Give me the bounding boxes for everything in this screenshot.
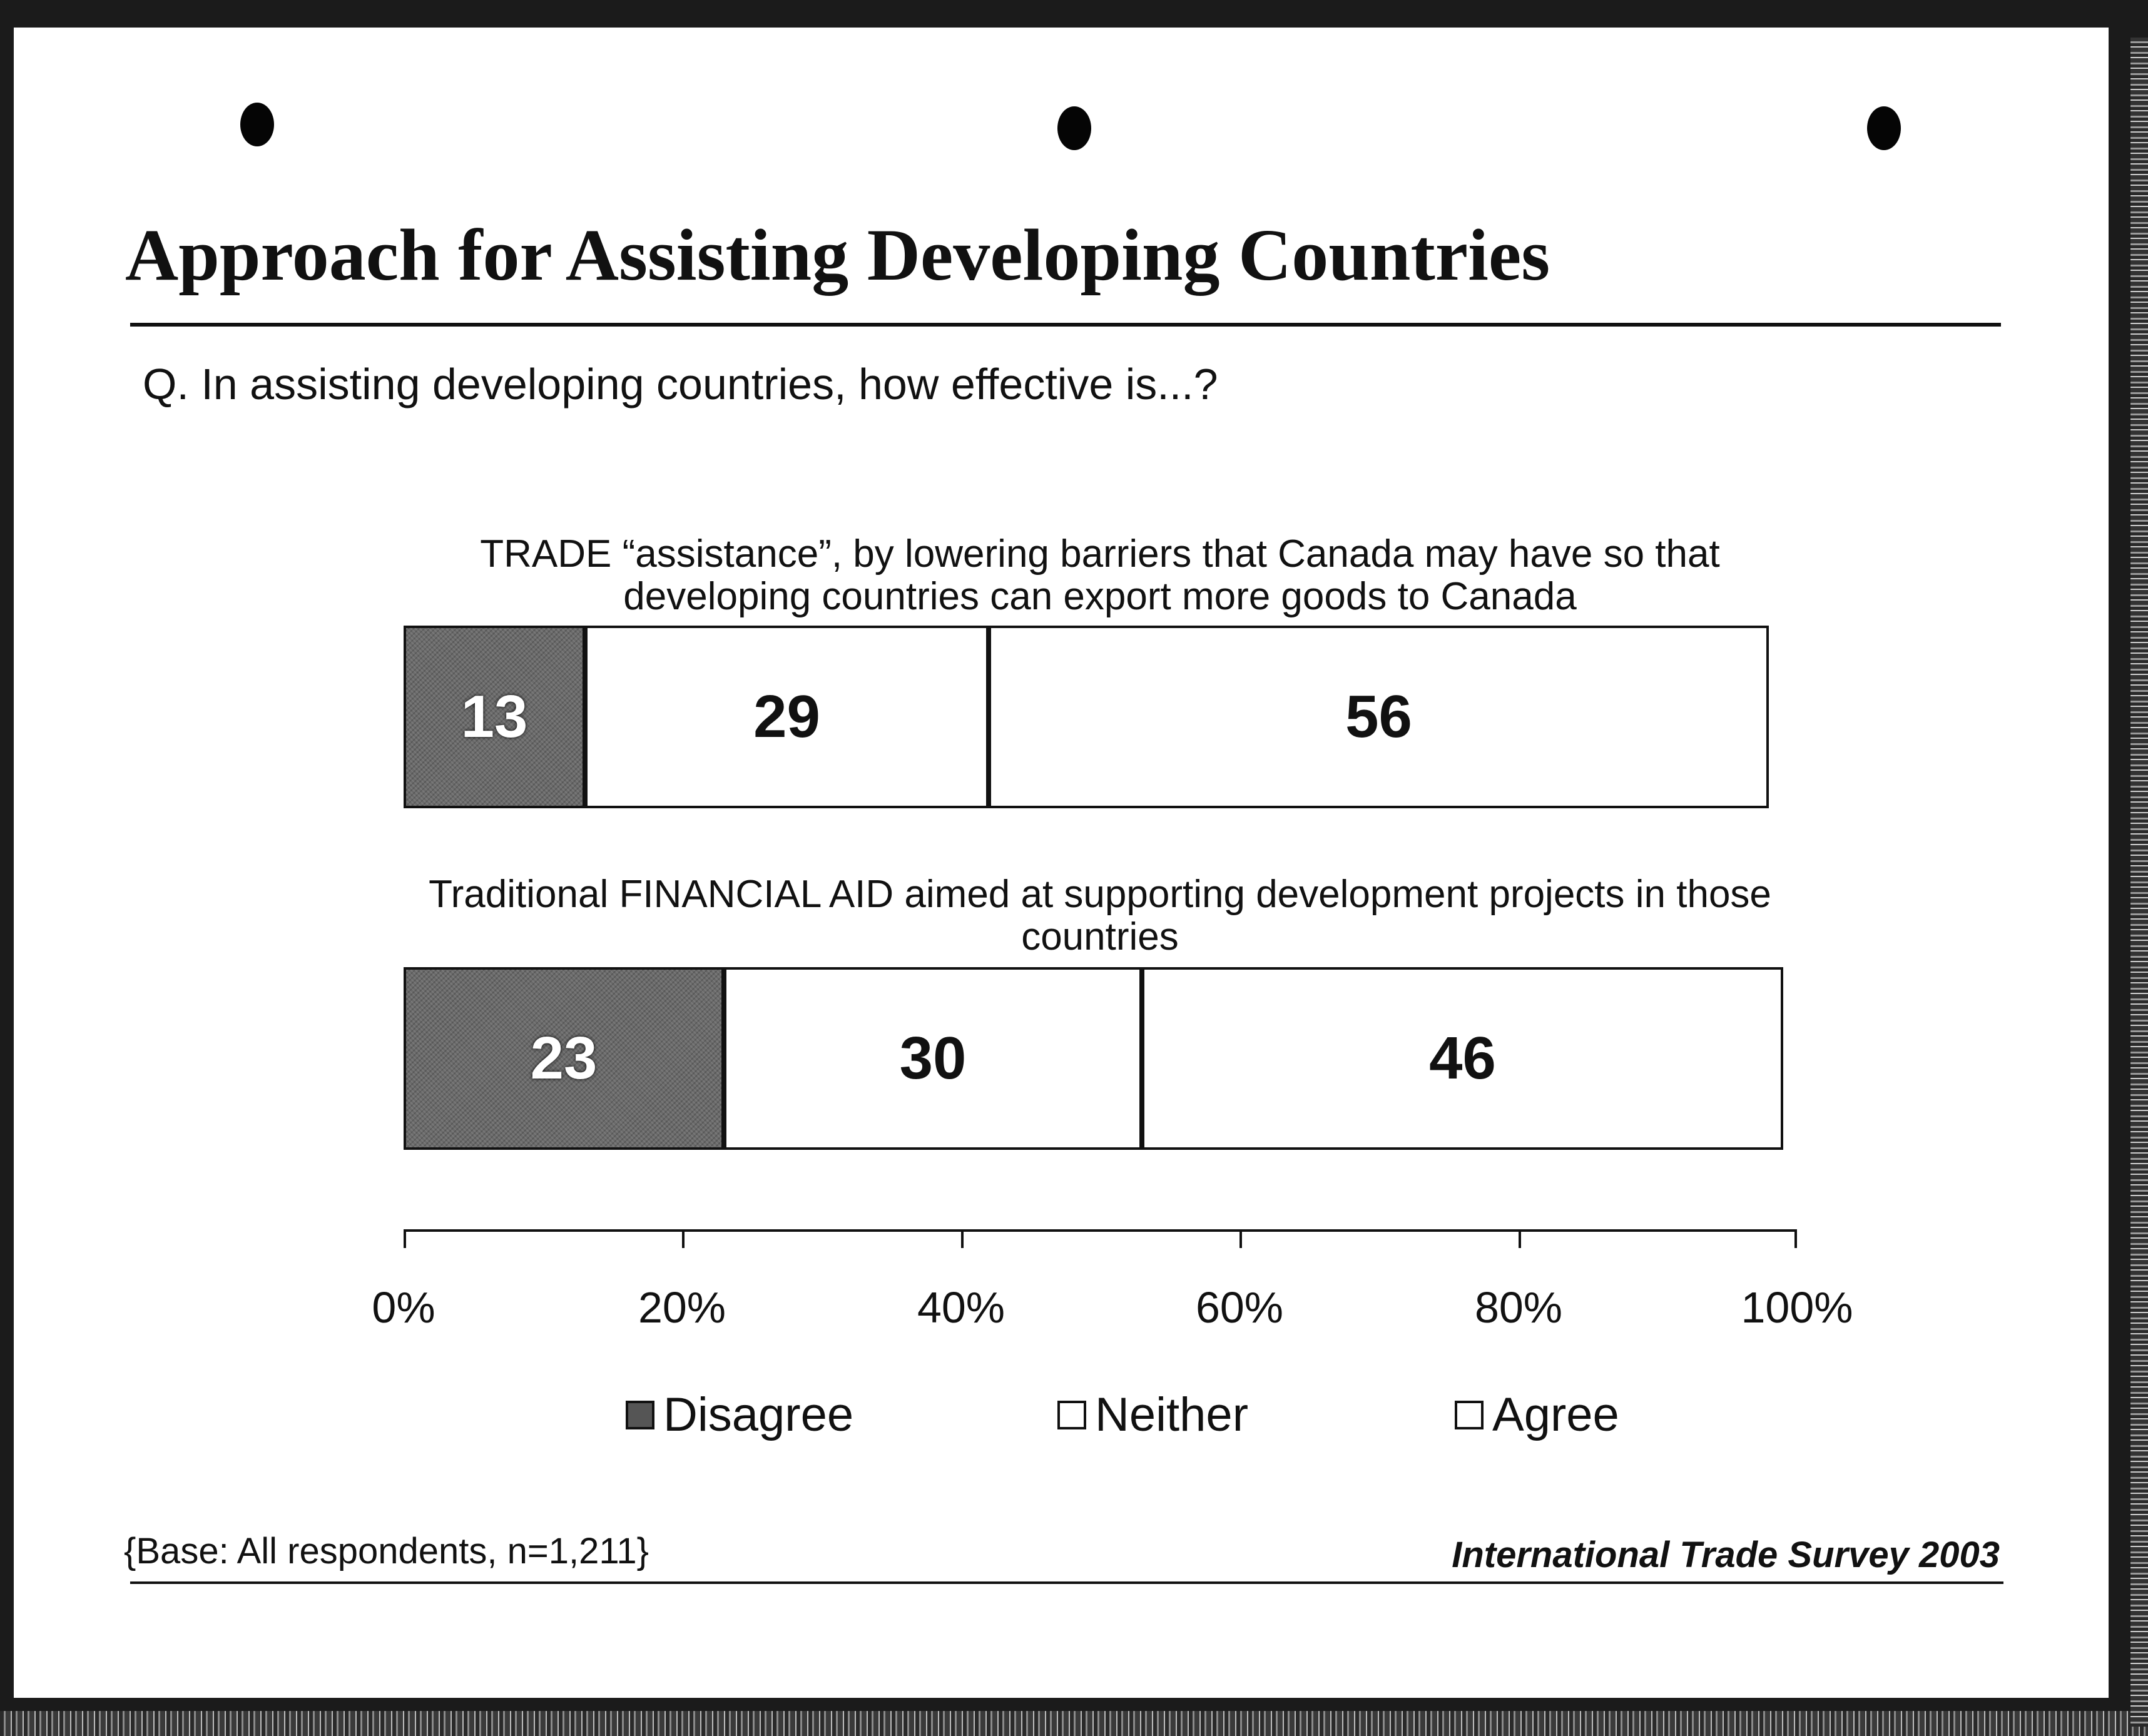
bar-segment-agree: 56 [989,626,1769,808]
x-axis [404,1229,1797,1254]
x-tick-label-60: 60% [1195,1283,1284,1332]
legend-swatch-neither [1057,1400,1086,1429]
statement-trade: TRADE “assistance”, by lowering barriers… [349,533,1851,618]
x-tick-20 [682,1229,685,1248]
bar-segment-disagree: 23 [404,967,724,1150]
x-tick-60 [1239,1229,1243,1248]
legend-swatch-agree [1455,1400,1484,1429]
scan-edge-right [2130,38,2148,1727]
legend-label-disagree: Disagree [663,1388,854,1441]
bar-segment-neither: 29 [585,626,989,808]
x-tick-100 [1794,1229,1797,1248]
x-axis-line [404,1229,1797,1232]
x-tick-label-0: 0% [372,1283,435,1332]
binder-hole-left [240,103,274,146]
legend-label-neither: Neither [1095,1388,1248,1441]
bar-row-trade: 13 29 56 [404,626,1797,808]
x-tick-40 [960,1229,964,1248]
data-label-neither: 29 [753,683,820,750]
bar-segment-disagree: 13 [404,626,585,808]
x-tick-80 [1518,1229,1521,1248]
bar-row-aid: 23 30 46 [404,967,1797,1150]
statement-trade-line-1: TRADE “assistance”, by lowering barriers… [480,532,1720,576]
binder-hole-center [1057,106,1091,150]
x-tick-label-20: 20% [638,1283,726,1332]
scan-edge-bottom [0,1711,2148,1736]
x-tick-label-80: 80% [1474,1283,1563,1332]
legend-label-agree: Agree [1492,1388,1619,1441]
data-label-agree: 56 [1345,683,1412,750]
statement-aid-line-1: Traditional FINANCIAL AID aimed at suppo… [429,873,1771,916]
legend-item-agree: Agree [1455,1388,1619,1442]
base-note: {Base: All respondents, n=1,211} [124,1531,649,1571]
data-label-disagree: 13 [461,683,528,750]
legend-item-disagree: Disagree [626,1388,853,1442]
binder-hole-right [1867,106,1901,150]
statement-trade-line-2: developing countries can export more goo… [623,575,1577,618]
source-note: International Trade Survey 2003 [1452,1535,2000,1575]
legend-item-neither: Neither [1057,1388,1248,1442]
bar-segment-neither: 30 [724,967,1142,1150]
legend-swatch-disagree [626,1400,654,1429]
title-divider [130,323,2001,327]
survey-question: Q. In assisting developing countries, ho… [143,360,1218,409]
data-label-agree: 46 [1429,1025,1496,1092]
statement-aid: Traditional FINANCIAL AID aimed at suppo… [349,873,1851,958]
x-tick-0 [404,1229,406,1248]
data-label-neither: 30 [899,1025,967,1092]
bar-segment-agree: 46 [1142,967,1783,1150]
x-tick-label-100: 100% [1741,1283,1853,1332]
statement-aid-line-2: countries [1021,915,1179,958]
footer-divider [130,1581,2003,1584]
page-title: Approach for Assisting Developing Countr… [125,214,1550,296]
data-label-disagree: 23 [530,1025,598,1092]
x-tick-label-40: 40% [917,1283,1005,1332]
